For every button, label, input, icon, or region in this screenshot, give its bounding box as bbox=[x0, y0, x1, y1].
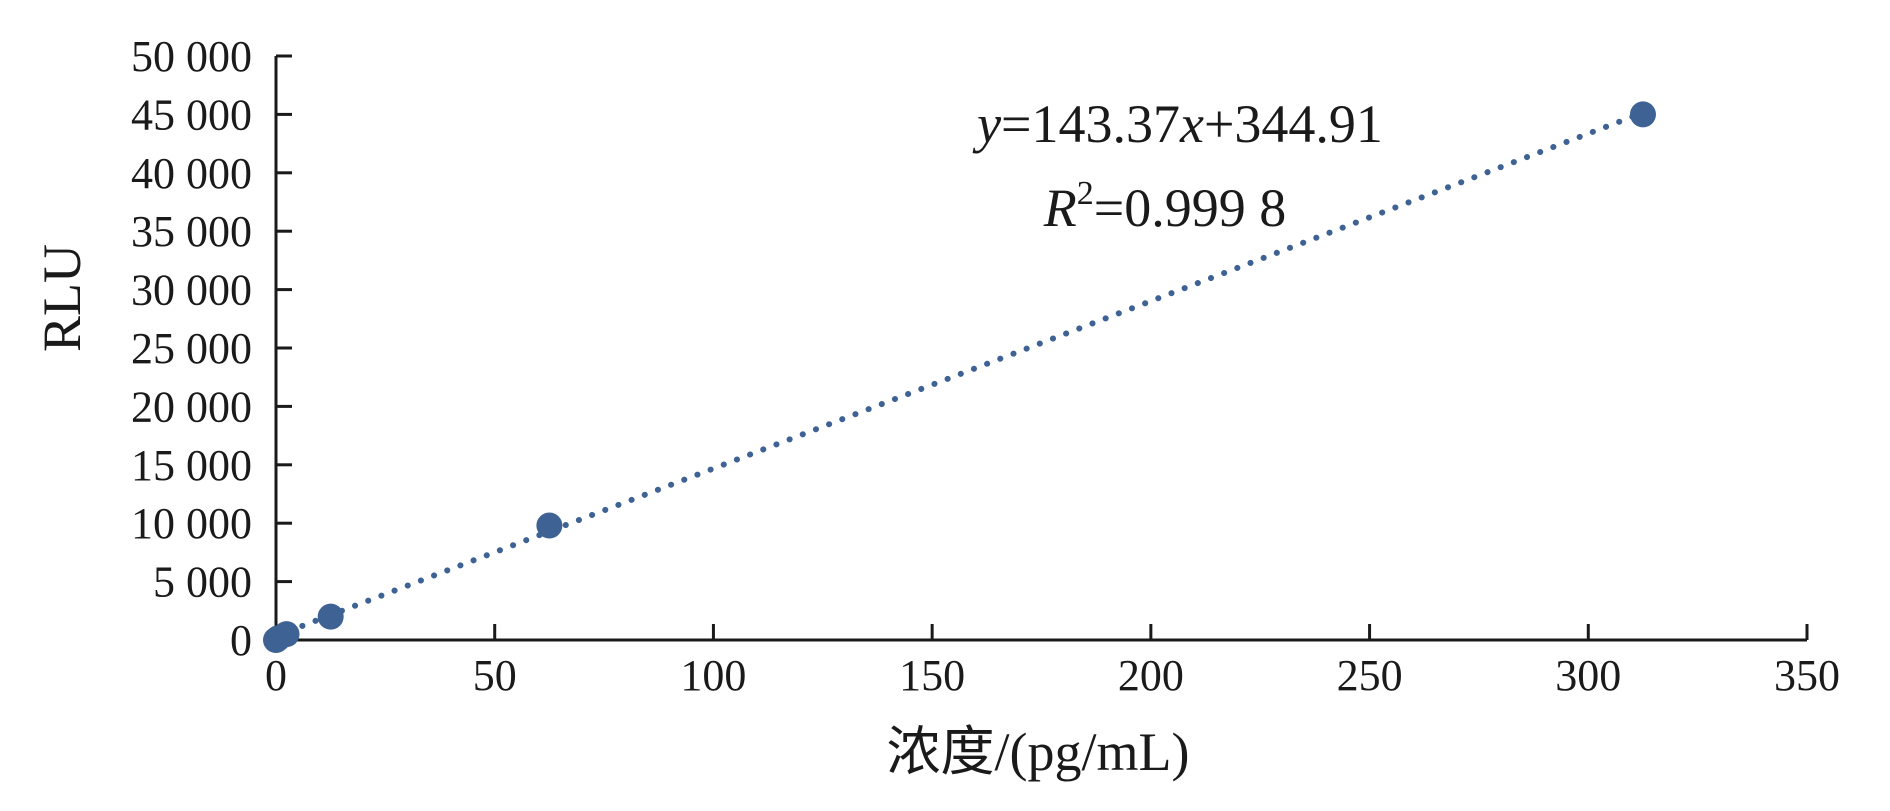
trendline bbox=[273, 109, 1646, 639]
regression-equation: y=143.37x+344.91 bbox=[972, 94, 1383, 154]
data-point bbox=[273, 621, 300, 648]
y-tick-label: 0 bbox=[230, 616, 252, 665]
x-tick-label: 350 bbox=[1774, 651, 1840, 700]
data-point bbox=[317, 603, 344, 630]
equation-middle: =143.37 bbox=[1001, 94, 1180, 154]
y-axis-title: RLU bbox=[32, 244, 92, 352]
x-tick-label: 100 bbox=[680, 651, 746, 700]
r-squared-sup: 2 bbox=[1077, 175, 1094, 212]
y-tick-label: 15 000 bbox=[131, 441, 252, 490]
x-tick-label: 0 bbox=[265, 651, 287, 700]
y-tick-label: 40 000 bbox=[131, 149, 252, 198]
x-tick-label: 300 bbox=[1555, 651, 1621, 700]
r-squared-value: =0.999 8 bbox=[1094, 178, 1286, 238]
y-tick-label: 5 000 bbox=[153, 558, 252, 607]
y-ticks: 0 5 000 10 000 15 000 20 000 25 000 30 000 35 0… bbox=[131, 32, 292, 665]
x-tick-label: 50 bbox=[473, 651, 517, 700]
x-tick-label: 250 bbox=[1337, 651, 1403, 700]
x-tick-label: 200 bbox=[1118, 651, 1184, 700]
x-ticks: 0 50 100 150 200 250 300 350 bbox=[265, 624, 1840, 700]
y-tick-label: 25 000 bbox=[131, 324, 252, 373]
x-tick-label: 150 bbox=[899, 651, 965, 700]
equation-end: +344.91 bbox=[1204, 94, 1383, 154]
data-point bbox=[536, 512, 563, 539]
r-squared-var: R bbox=[1043, 178, 1077, 238]
data-points bbox=[263, 101, 1656, 653]
y-tick-label: 35 000 bbox=[131, 207, 252, 256]
y-tick-label: 45 000 bbox=[131, 90, 252, 139]
x-axis-title: 浓度/(pg/mL) bbox=[887, 722, 1190, 782]
equation-y-var: y bbox=[972, 94, 1001, 154]
y-tick-label: 50 000 bbox=[131, 32, 252, 81]
data-point bbox=[1629, 101, 1656, 128]
y-tick-label: 20 000 bbox=[131, 382, 252, 431]
equation-x-var: x bbox=[1179, 94, 1204, 154]
y-tick-label: 10 000 bbox=[131, 499, 252, 548]
r-squared: R2=0.999 8 bbox=[1043, 175, 1286, 238]
y-tick-label: 30 000 bbox=[131, 266, 252, 315]
